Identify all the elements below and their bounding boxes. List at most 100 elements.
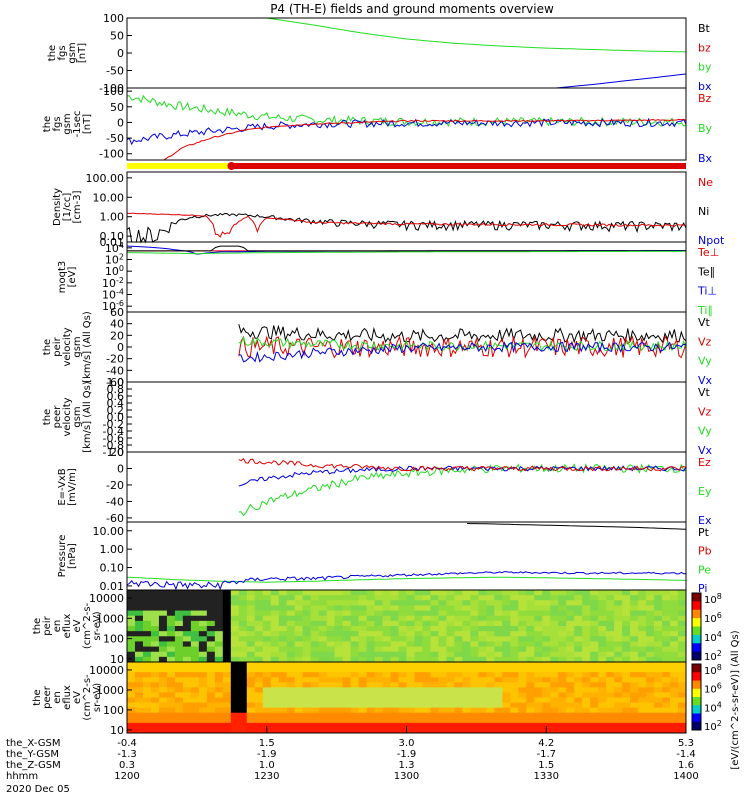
heatmap-cell [406,682,415,688]
y-tick-label: -40 [106,364,124,377]
heatmap-cell [518,656,527,663]
heatmap-cell [222,605,232,612]
heatmap-cell [574,717,583,724]
y-axis-label: gsm [62,113,73,134]
heatmap-cell [358,702,368,709]
heatmap-cell [158,610,168,617]
heatmap-cell [294,636,304,642]
heatmap-cell [510,641,519,648]
heatmap-cell [534,600,543,606]
heatmap-cell [630,620,639,627]
heatmap-cell [142,626,152,632]
y-tick-label: -100 [99,148,124,161]
heatmap-cell [302,692,312,698]
x-row-label: the_X-GSM [6,738,60,749]
heatmap-cell [358,707,368,714]
heatmap-cell [254,707,264,714]
frame-density [126,171,687,243]
figure-title: P4 (TH-E) fields and ground moments over… [270,2,554,16]
heatmap-cell [366,672,376,678]
heatmap-cell [246,692,256,698]
heatmap-cell [590,687,599,693]
heatmap-cell [310,646,320,653]
y-axis-label: (cm^2-s- [82,602,93,649]
heatmap-cell [214,692,224,698]
colorbar-swatch [692,697,701,706]
heatmap-cell [422,717,431,724]
heatmap-cell [430,677,439,683]
heatmap-cell [470,595,479,601]
heatmap-cell [494,667,503,673]
heatmap-cell [142,590,152,596]
heatmap-cell [462,717,471,724]
heatmap-cell [127,656,136,663]
heatmap-cell [190,667,200,673]
heatmap-cell [430,682,439,688]
heatmap-cell [238,717,248,724]
heatmap-cell [574,590,583,596]
heatmap-cell [662,677,671,683]
heatmap-cell [206,610,216,617]
heatmap-cell [606,662,615,668]
heatmap-cell [462,692,471,698]
x-row-value: 1.3 [399,760,415,771]
y-tick-label: 100 [103,704,124,717]
heatmap-cell [534,615,543,622]
heatmap-cell [286,646,296,653]
series-pressure-Pe [126,576,687,583]
heatmap-cell [502,727,511,734]
heatmap-cell [494,631,503,637]
heatmap-cell [438,590,447,596]
legend-Ey: Ey [698,485,712,498]
heatmap-cell [150,626,160,632]
heatmap-cell [654,590,663,596]
heatmap-cell [254,610,264,617]
heatmap-cell [286,677,296,683]
heatmap-cell [230,697,240,704]
heatmap-cell [366,712,376,719]
heatmap-cell [366,615,376,622]
heatmap-cell [142,651,152,658]
heatmap-cell [598,727,607,734]
heatmap-cell [294,646,304,653]
heatmap-cell [254,631,264,637]
heatmap-cell [174,631,184,637]
heatmap-cell [606,615,615,622]
heatmap-cell [622,656,631,663]
heatmap-cell [470,590,479,596]
heatmap-cell [318,636,328,642]
heatmap-cell [174,615,184,622]
heatmap-cell [438,620,447,627]
heatmap-cell [342,707,352,714]
heatmap-cell [222,662,232,668]
heatmap-cell [358,677,368,683]
heatmap-cell [358,682,368,688]
heatmap-cell [270,610,280,617]
heatmap-cell [510,620,519,627]
heatmap-cell [270,687,280,693]
y-axis-label: peer [42,685,53,709]
heatmap-cell [166,651,176,658]
heatmap-cell [614,672,623,678]
heatmap-cell [342,672,352,678]
heatmap-cell [566,702,575,709]
heatmap-cell [670,610,679,617]
heatmap-cell [414,590,423,596]
heatmap-cell [278,722,288,729]
heatmap-cell [614,712,623,719]
heatmap-cell [670,615,679,622]
heatmap-cell [470,692,479,698]
heatmap-cell [478,707,487,714]
heatmap-cell [630,662,639,668]
heatmap-cell [470,712,479,719]
heatmap-cell [590,727,599,734]
heatmap-cell [630,717,639,724]
heatmap-cell [446,707,455,714]
heatmap-cell [254,595,264,601]
heatmap-cell [678,662,687,668]
heatmap-cell [350,727,360,734]
heatmap-cell [502,717,511,724]
heatmap-cell [454,667,463,673]
heatmap-cell [406,631,415,637]
